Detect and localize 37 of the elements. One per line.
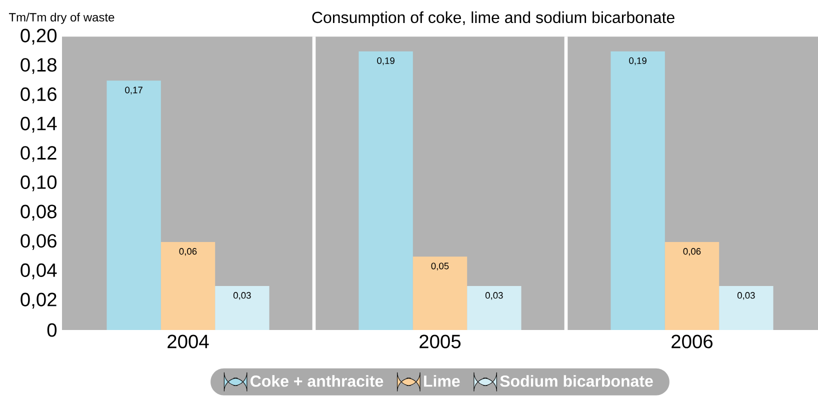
x-tick-label: 2004 bbox=[168, 334, 209, 348]
legend-label: Lime bbox=[424, 375, 460, 387]
data-label: 0,06 bbox=[683, 248, 701, 256]
y-tick-label: 0 bbox=[47, 323, 57, 337]
y-tick-label: 0,08 bbox=[20, 204, 56, 221]
data-label: 0,19 bbox=[377, 57, 394, 66]
x-tick-label: 2005 bbox=[420, 334, 461, 348]
y-tick-label: 0,18 bbox=[20, 58, 56, 74]
legend-label: Coke + anthracite bbox=[250, 375, 384, 387]
y-tick-label: 0,14 bbox=[20, 116, 57, 133]
data-label: 0,03 bbox=[233, 292, 251, 300]
y-tick-label: 0,04 bbox=[20, 263, 57, 280]
data-label: 0,03 bbox=[737, 292, 755, 300]
y-axis-title: Tm/Tm dry of waste bbox=[8, 12, 114, 24]
y-tick-label: 0,16 bbox=[20, 87, 56, 104]
bar bbox=[106, 80, 161, 330]
bar bbox=[664, 242, 720, 330]
y-tick-label: 0,20 bbox=[20, 28, 57, 45]
bar bbox=[160, 242, 216, 330]
bar bbox=[215, 286, 270, 330]
bar bbox=[412, 256, 468, 330]
y-tick-label: 0,12 bbox=[20, 146, 56, 162]
data-label: 0,19 bbox=[629, 57, 646, 66]
y-tick-label: 0,10 bbox=[20, 175, 57, 192]
data-label: 0,06 bbox=[179, 248, 197, 256]
bar bbox=[719, 286, 774, 330]
data-label: 0,17 bbox=[125, 86, 142, 94]
legend-label: Sodium bicarbonate bbox=[500, 375, 653, 387]
bar bbox=[610, 51, 665, 330]
chart-title: Consumption of coke, lime and sodium bicarbonate bbox=[312, 11, 674, 26]
data-label: 0,03 bbox=[485, 292, 503, 300]
x-tick-label: 2006 bbox=[672, 334, 712, 348]
bar bbox=[358, 51, 413, 330]
y-tick-label: 0,02 bbox=[20, 292, 56, 309]
data-label: 0,05 bbox=[431, 262, 449, 270]
y-tick-label: 0,06 bbox=[20, 234, 56, 250]
bar bbox=[467, 286, 522, 330]
